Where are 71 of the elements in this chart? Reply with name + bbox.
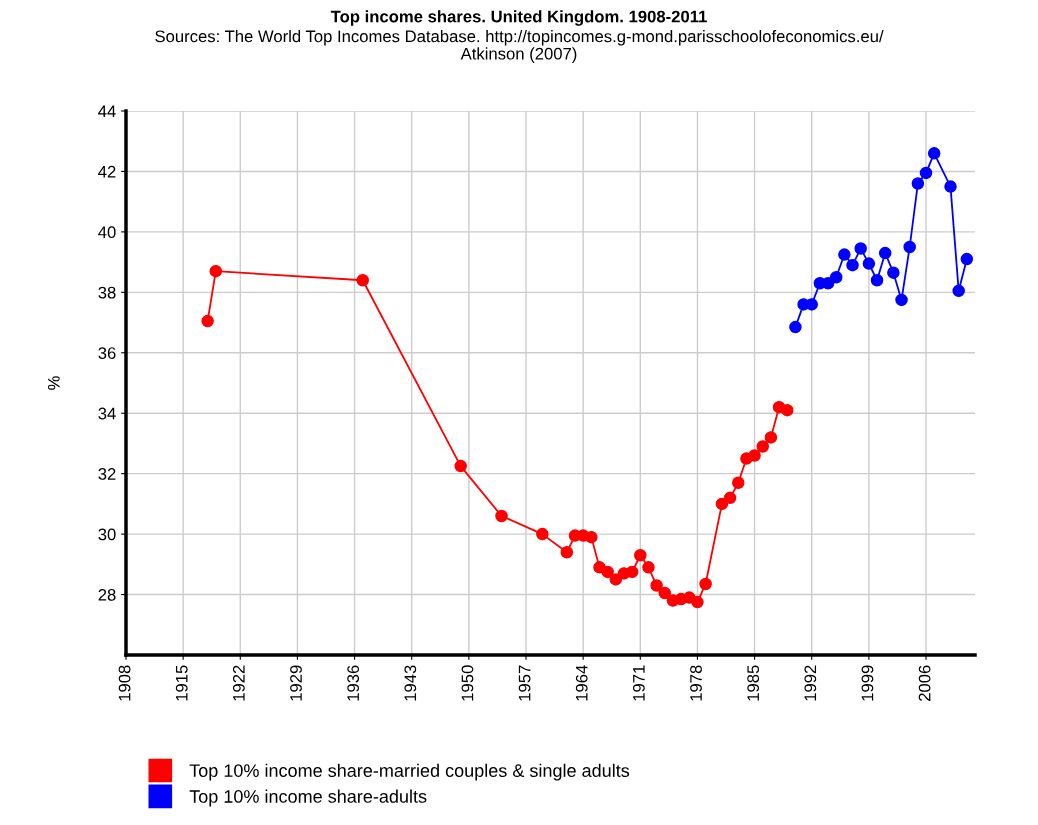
x-tick-label: 1922 <box>232 665 245 701</box>
point <box>560 545 574 559</box>
point <box>691 595 704 609</box>
point <box>650 579 663 592</box>
x-tick-label: 1943 <box>404 665 417 701</box>
x-tick-label: 1915 <box>175 665 188 701</box>
legend-label: Top 10% income share-married couples & single adults <box>189 763 630 781</box>
point <box>209 264 223 278</box>
point <box>756 440 770 453</box>
point <box>634 549 647 562</box>
y-tick-label: 44 <box>98 105 116 118</box>
point <box>699 577 712 591</box>
point <box>960 252 974 266</box>
point <box>642 561 655 574</box>
x-tick-label: 1964 <box>575 665 588 701</box>
x-tick-label: 1971 <box>632 665 645 701</box>
x-tick-label: 1957 <box>518 665 531 701</box>
y-tick-label: 28 <box>98 588 116 601</box>
point <box>952 284 965 298</box>
point <box>878 246 892 260</box>
y-tick-label: 42 <box>98 165 116 178</box>
point <box>715 497 729 511</box>
point <box>723 491 737 505</box>
point <box>821 277 835 290</box>
point <box>732 476 745 489</box>
y-tick-label: 40 <box>98 226 116 239</box>
x-tick-label: 1929 <box>290 665 302 701</box>
y-tick-label: 34 <box>98 407 116 420</box>
point <box>454 459 467 473</box>
point <box>658 586 672 600</box>
point <box>609 573 623 586</box>
y-tick-label: 32 <box>98 468 116 480</box>
point <box>846 258 859 272</box>
y-axis-title: % <box>48 376 60 390</box>
point <box>780 403 794 417</box>
point <box>862 257 876 270</box>
point <box>870 273 884 287</box>
x-tick-label: 1950 <box>461 665 474 701</box>
x-tick-label: 1992 <box>804 665 817 701</box>
point <box>536 527 549 541</box>
point <box>356 273 369 287</box>
point <box>748 449 761 462</box>
y-tick-label: 36 <box>98 347 116 359</box>
point <box>201 314 214 328</box>
point <box>854 242 867 255</box>
point <box>495 509 508 523</box>
x-tick-label: 1908 <box>118 665 131 701</box>
chart-title: Top income shares. United Kingdom. 1908-2011 <box>330 10 707 26</box>
point <box>887 266 900 279</box>
point <box>585 530 598 544</box>
chart-subtitle: Sources: The World Top Incomes Database. http://topincomes.g-mond.parisschoolofeconomics.eu/ Atkinson (2007) <box>155 30 884 63</box>
point <box>829 270 843 284</box>
point <box>625 565 639 579</box>
x-tick-label: 1978 <box>690 665 702 701</box>
point <box>919 166 933 180</box>
point <box>927 147 941 160</box>
point <box>789 320 802 334</box>
point <box>911 177 925 190</box>
point <box>944 180 957 193</box>
x-tick-label: 2006 <box>918 665 931 701</box>
x-tick-label: 1936 <box>347 665 360 701</box>
point <box>903 240 916 254</box>
point <box>895 293 908 307</box>
x-tick-label: 1985 <box>747 665 760 701</box>
x-tick-label: 1999 <box>861 665 874 701</box>
y-tick-label: 38 <box>98 286 116 299</box>
legend-label: Top 10% income share-adults <box>189 789 427 807</box>
point <box>838 248 851 261</box>
y-tick-label: 30 <box>98 528 116 541</box>
point <box>764 431 778 444</box>
point <box>601 565 614 579</box>
